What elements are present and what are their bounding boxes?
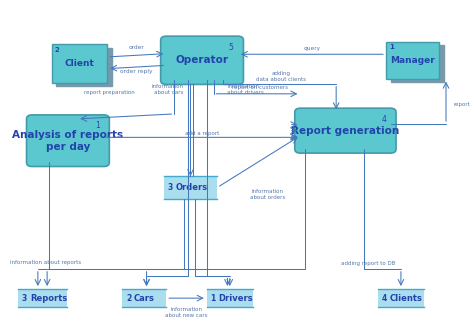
Text: Reports: Reports [30,294,67,303]
Text: Analysis of reports
per day: Analysis of reports per day [12,130,124,152]
Text: 4: 4 [382,294,387,303]
Text: information
about new cars: information about new cars [165,307,208,318]
Bar [164,176,217,199]
Bar [378,289,424,308]
Text: add a report: add a report [185,131,219,136]
Text: information
about orders: information about orders [250,189,285,200]
Bar [391,45,444,82]
Text: 3: 3 [168,183,173,192]
Text: information
about drivers: information about drivers [228,84,264,95]
Text: Clients: Clients [389,294,422,303]
Text: adding
data about clients: adding data about clients [255,71,306,82]
Text: adding report to DB: adding report to DB [341,261,396,266]
Bar [52,45,107,83]
Bar [386,42,439,79]
Text: Orders: Orders [175,183,208,192]
Text: Report generation: Report generation [292,126,400,136]
Bar [56,48,112,86]
FancyBboxPatch shape [27,115,109,166]
Text: 5: 5 [229,43,234,52]
Bar [207,289,253,308]
Text: 4: 4 [382,115,386,124]
FancyBboxPatch shape [295,108,396,153]
Text: order reply: order reply [120,69,153,74]
Text: information about reports: information about reports [10,260,82,265]
Text: query: query [303,46,320,51]
Text: 2: 2 [55,47,60,53]
Text: report on customers: report on customers [232,85,288,89]
Text: Client: Client [64,59,94,68]
Text: 1: 1 [389,44,394,50]
Text: report: report [454,102,471,107]
Text: order: order [129,45,145,50]
Text: 1: 1 [210,294,216,303]
Bar [122,289,166,308]
Text: Drivers: Drivers [218,294,253,303]
Text: 1: 1 [95,121,100,130]
Text: 3: 3 [22,294,27,303]
Text: 2: 2 [126,294,131,303]
Text: report preparation: report preparation [84,90,135,95]
Bar [18,289,67,308]
Text: Cars: Cars [134,294,155,303]
Text: Operator: Operator [175,55,228,65]
Text: information
about cars: information about cars [152,84,183,95]
FancyBboxPatch shape [161,36,244,84]
Text: Manager: Manager [390,56,435,65]
